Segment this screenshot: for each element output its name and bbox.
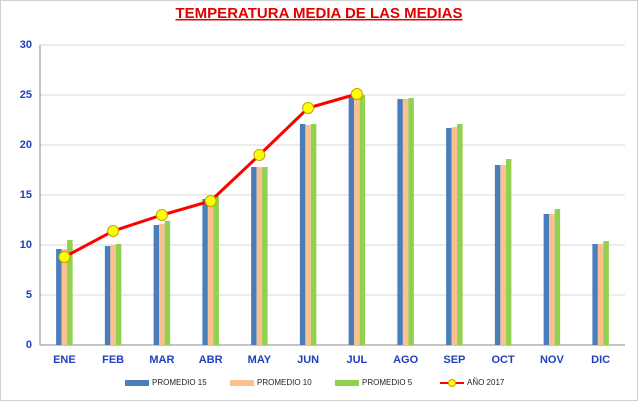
y-tick-label: 20 [20, 139, 32, 151]
bar [67, 240, 73, 345]
bar [543, 214, 550, 345]
legend-symbol [448, 379, 456, 387]
legend-symbol [335, 380, 359, 386]
bar [213, 196, 219, 345]
bar [451, 127, 458, 345]
legend-symbol [230, 380, 254, 386]
line-marker [302, 102, 315, 114]
x-tick-label: DIC [591, 354, 610, 366]
line-marker [107, 225, 120, 237]
bar [359, 95, 366, 345]
legend-label: PROMEDIO 5 [362, 378, 413, 387]
bar [549, 214, 555, 345]
x-tick-label: OCT [492, 354, 516, 366]
line-marker [155, 209, 168, 221]
legend-label: AÑO 2017 [467, 378, 505, 387]
bar [402, 99, 409, 345]
bar [500, 165, 506, 345]
x-tick-label: JUN [297, 354, 319, 366]
bar [397, 99, 403, 345]
x-tick-label: SEP [443, 354, 465, 366]
bar [305, 125, 311, 345]
bar [104, 246, 111, 345]
legend-label: PROMEDIO 10 [257, 378, 312, 387]
x-tick-label: ENE [53, 354, 76, 366]
bar [554, 209, 561, 345]
legend-label: PROMEDIO 15 [152, 378, 207, 387]
bar [494, 165, 501, 345]
bar [446, 128, 452, 345]
line-marker [204, 195, 217, 207]
line-marker [253, 149, 266, 161]
legend-symbol [125, 380, 149, 386]
bar [61, 249, 68, 345]
bar [153, 225, 160, 345]
bar [457, 124, 463, 345]
bar [408, 98, 414, 345]
bar [115, 244, 122, 345]
bar [251, 167, 257, 345]
bar [164, 221, 171, 345]
bar [354, 96, 360, 345]
x-tick-label: MAR [149, 354, 174, 366]
y-tick-label: 10 [20, 239, 32, 251]
bar [505, 159, 512, 345]
bar [159, 224, 165, 345]
bar [597, 244, 604, 345]
x-tick-label: JUL [346, 354, 367, 366]
y-tick-label: 25 [20, 89, 32, 101]
x-tick-label: AGO [393, 354, 419, 366]
y-tick-label: 15 [20, 189, 32, 201]
bar [603, 241, 609, 345]
bar [299, 124, 306, 345]
bar [592, 244, 598, 345]
bar [262, 167, 268, 345]
chart-title: TEMPERATURA MEDIA DE LAS MEDIAS [176, 5, 463, 22]
line-marker [58, 251, 71, 263]
line-marker [350, 88, 363, 100]
bar [256, 167, 263, 345]
y-tick-label: 0 [26, 339, 32, 351]
bar [348, 95, 355, 345]
bar [207, 199, 214, 345]
x-tick-label: FEB [102, 354, 124, 366]
x-tick-label: MAY [248, 354, 272, 366]
bar [310, 124, 317, 345]
x-tick-label: NOV [540, 354, 565, 366]
x-tick-label: ABR [199, 354, 223, 366]
bar [202, 199, 208, 345]
bar [56, 249, 62, 345]
bar [110, 245, 116, 345]
y-tick-label: 5 [26, 289, 32, 301]
y-tick-label: 30 [20, 39, 32, 51]
